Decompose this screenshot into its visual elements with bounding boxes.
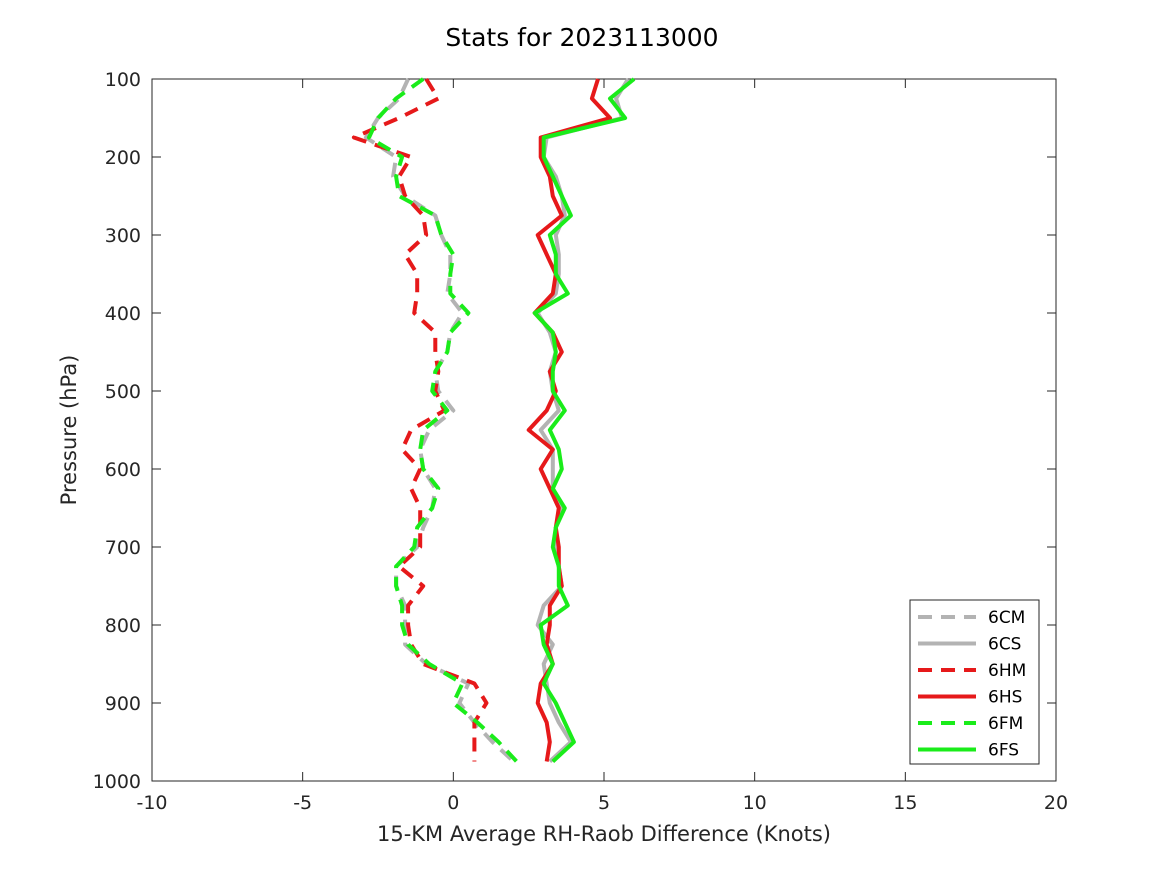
series-line-6fs	[532, 77, 636, 763]
legend-label-6cm: 6CM	[988, 608, 1025, 628]
legend-label-6fs: 6FS	[988, 741, 1019, 761]
plot-area-frame	[151, 78, 1057, 782]
series-line-6fm	[367, 77, 519, 763]
series-layer	[351, 77, 636, 763]
y-tick-label: 800	[105, 615, 141, 637]
y-tick-label: 400	[105, 303, 141, 325]
legend-label-6hs: 6HS	[988, 688, 1022, 708]
y-tick-label: 1000	[93, 771, 141, 793]
y-axis-label: Pressure (hPa)	[57, 355, 81, 506]
y-axis: 100 200 300 400 500 600 700 800 900 1000	[93, 69, 1056, 793]
y-tick-label: 100	[105, 69, 141, 91]
y-tick-label: 900	[105, 693, 141, 715]
x-tick-label: 20	[1044, 792, 1068, 814]
legend-label-6fm: 6FM	[988, 714, 1023, 734]
legend: 6CM 6CS 6HM 6HS 6FM 6FS	[909, 599, 1040, 765]
x-tick-label: 0	[447, 792, 459, 814]
x-tick-label: 5	[598, 792, 610, 814]
x-axis-label: 15-KM Average RH-Raob Difference (Knots)	[377, 822, 831, 846]
x-tick-label: 15	[893, 792, 917, 814]
series-line-6hs	[526, 78, 612, 762]
legend-label-6cs: 6CS	[988, 635, 1021, 655]
legend-label-6hm: 6HM	[988, 661, 1026, 681]
y-tick-label: 500	[105, 381, 141, 403]
y-tick-label: 300	[105, 225, 141, 247]
y-tick-label: 200	[105, 147, 141, 169]
legend-box	[909, 599, 1040, 765]
x-tick-label: -5	[293, 792, 312, 814]
chart-title: Stats for 2023113000	[445, 23, 718, 52]
x-tick-label: 10	[743, 792, 767, 814]
y-tick-label: 600	[105, 459, 141, 481]
x-tick-label: -10	[136, 792, 167, 814]
x-axis: -10 -5 0 5 10 15 20	[136, 79, 1068, 814]
y-tick-label: 700	[105, 537, 141, 559]
